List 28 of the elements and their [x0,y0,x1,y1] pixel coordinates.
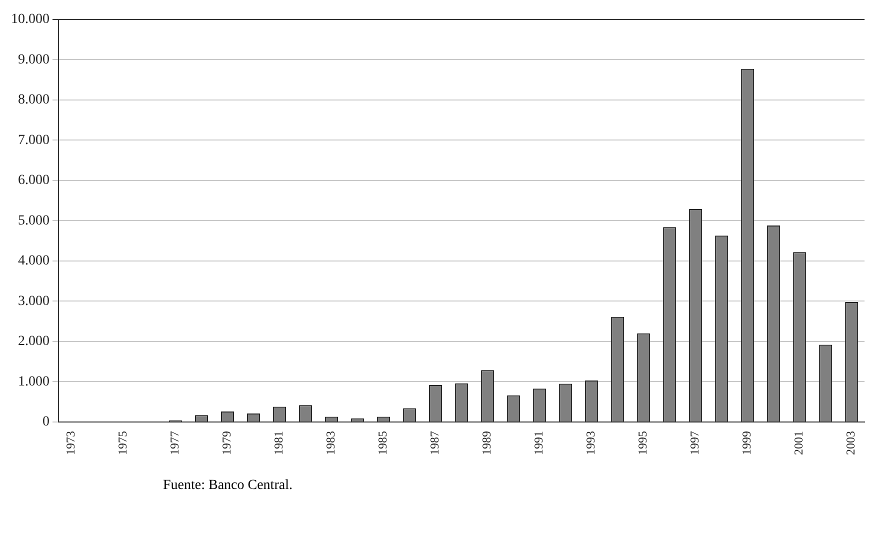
y-tick-label: 1.000 [18,374,50,390]
x-tick-label: 1989 [480,431,494,455]
x-tick-label: 1985 [376,431,390,455]
y-tick-label: 3.000 [18,294,50,309]
y-tick-label: 0 [42,414,50,430]
x-tick-label: 1995 [636,431,650,455]
y-tick-label: 6.000 [18,173,50,188]
x-tick-label: 1991 [532,431,546,455]
x-tick-label: 1997 [688,431,702,455]
x-tick-label: 1973 [64,431,78,455]
y-tick-label: 8.000 [18,92,50,108]
y-tick-label: 2.000 [18,334,50,350]
y-tick-label: 9.000 [18,52,50,68]
y-tick-label: 10.000 [11,12,50,28]
x-tick-label: 1975 [116,431,130,455]
x-tick-label: 1999 [740,431,754,455]
x-tick-label: 1987 [428,431,442,455]
x-tick-label: 2003 [844,431,858,455]
x-tick-label: 1979 [220,431,234,455]
y-tick-label: 5.000 [18,213,50,228]
y-tick-label: 4.000 [18,254,50,269]
source-note: Fuente: Banco Central. [163,478,294,494]
x-tick-label: 1977 [168,431,182,455]
y-tick-label: 7.000 [18,132,50,148]
x-tick-label: 1981 [272,431,286,455]
x-tick-label: 2001 [792,431,806,455]
x-tick-label: 1993 [584,431,598,455]
x-tick-label: 1983 [324,431,338,455]
